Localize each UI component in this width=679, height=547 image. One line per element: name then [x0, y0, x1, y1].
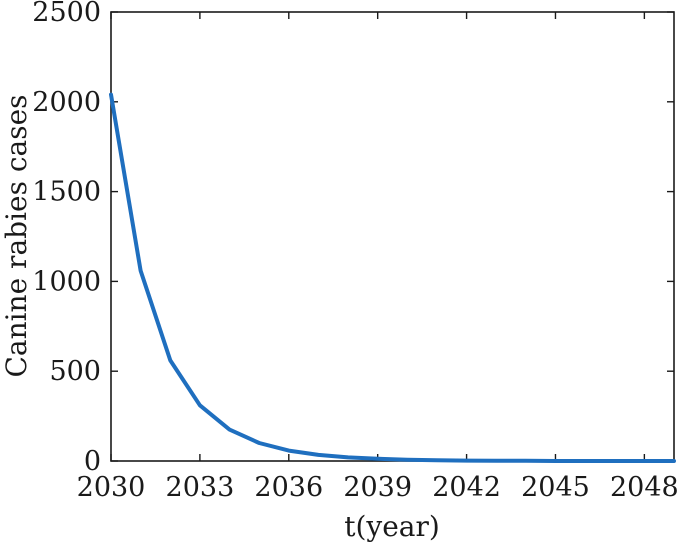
y-tick-label: 1000 [32, 266, 101, 297]
y-tick-label: 2500 [32, 0, 101, 28]
y-tick-label: 2000 [32, 87, 101, 118]
x-axis-label: t(year) [344, 510, 440, 543]
y-axis-label: Canine rabies cases [0, 94, 33, 377]
axis-ticks [110, 11, 674, 462]
x-tick-label: 2048 [610, 472, 679, 503]
y-tick-label: 500 [49, 356, 101, 387]
x-tick-label: 2036 [254, 472, 323, 503]
plot-area [110, 11, 675, 462]
x-tick-label: 2045 [521, 472, 590, 503]
series-line [109, 92, 676, 463]
x-tick-label: 2042 [432, 472, 501, 503]
y-tick-label: 1500 [32, 177, 101, 208]
x-tick-label: 2033 [166, 472, 235, 503]
y-tick-label: 0 [84, 446, 101, 477]
x-tick-label: 2039 [343, 472, 412, 503]
x-tick-label: 2030 [77, 472, 146, 503]
tick-labels: 2030 2033 2036 2039 2042 2045 2048 0 500 1000 1500… [32, 0, 678, 503]
